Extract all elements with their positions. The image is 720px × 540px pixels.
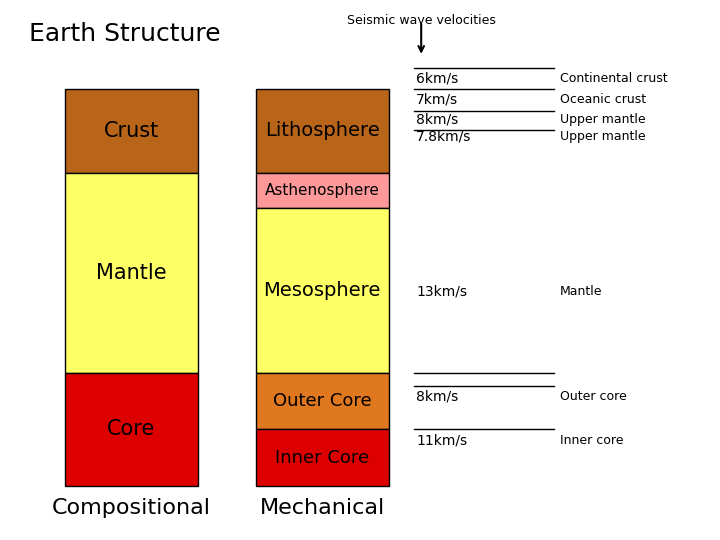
Text: Mesosphere: Mesosphere — [264, 281, 381, 300]
Bar — [256, 173, 389, 208]
Text: Seismic wave velocities: Seismic wave velocities — [347, 14, 495, 26]
Bar — [65, 173, 198, 373]
Text: Upper mantle: Upper mantle — [560, 130, 646, 143]
Bar — [65, 373, 198, 486]
Bar — [256, 373, 389, 429]
Text: Mechanical: Mechanical — [260, 498, 384, 518]
Text: 13km/s: 13km/s — [416, 285, 467, 299]
Text: Inner Core: Inner Core — [275, 449, 369, 467]
Bar — [256, 89, 389, 173]
Text: Crust: Crust — [104, 121, 159, 141]
Text: Mantle: Mantle — [96, 262, 167, 283]
Text: Outer core: Outer core — [560, 390, 627, 403]
Text: Lithosphere: Lithosphere — [265, 122, 379, 140]
Text: 8km/s: 8km/s — [416, 390, 459, 404]
Text: 7km/s: 7km/s — [416, 93, 459, 107]
Text: Core: Core — [107, 419, 156, 440]
Bar — [65, 89, 198, 173]
Bar — [256, 208, 389, 373]
Bar — [256, 429, 389, 486]
Text: Inner core: Inner core — [560, 434, 624, 447]
Text: 7.8km/s: 7.8km/s — [416, 129, 472, 143]
Text: 8km/s: 8km/s — [416, 113, 459, 127]
Text: 11km/s: 11km/s — [416, 433, 467, 447]
Text: Upper mantle: Upper mantle — [560, 113, 646, 126]
Text: Continental crust: Continental crust — [560, 72, 667, 85]
Text: Mantle: Mantle — [560, 285, 603, 298]
Text: Compositional: Compositional — [52, 498, 211, 518]
Text: 6km/s: 6km/s — [416, 71, 459, 85]
Text: Earth Structure: Earth Structure — [29, 22, 220, 45]
Text: Outer Core: Outer Core — [273, 392, 372, 410]
Text: Oceanic crust: Oceanic crust — [560, 93, 647, 106]
Text: Asthenosphere: Asthenosphere — [265, 183, 379, 198]
